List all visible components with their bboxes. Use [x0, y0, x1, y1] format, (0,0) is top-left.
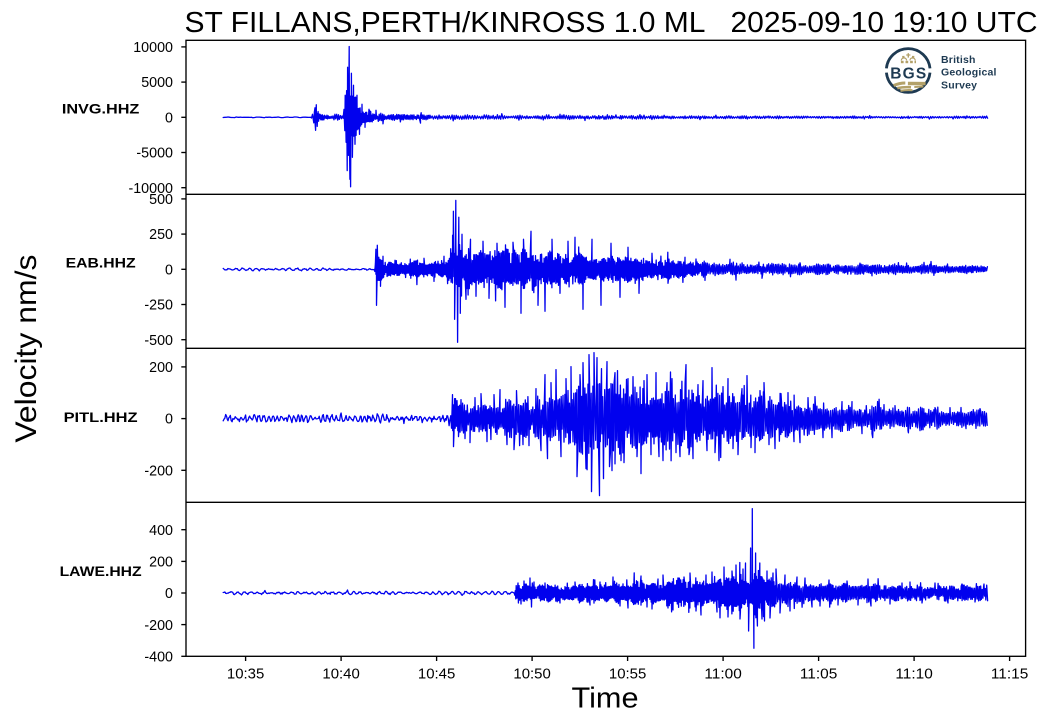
svg-text:Velocity nm/s: Velocity nm/s — [10, 255, 43, 443]
svg-text:11:05: 11:05 — [800, 666, 837, 682]
svg-text:0: 0 — [165, 262, 173, 278]
svg-text:0: 0 — [165, 110, 173, 126]
svg-text:PITL.HHZ: PITL.HHZ — [64, 410, 138, 425]
svg-text:Time: Time — [572, 683, 639, 715]
svg-text:500: 500 — [149, 192, 173, 208]
svg-text:10000: 10000 — [133, 40, 173, 56]
svg-text:BGS: BGS — [890, 65, 926, 82]
svg-text:5000: 5000 — [141, 75, 173, 91]
svg-text:-200: -200 — [144, 463, 173, 479]
svg-text:-250: -250 — [144, 298, 173, 314]
svg-text:11:00: 11:00 — [704, 666, 741, 682]
svg-text:0: 0 — [165, 586, 173, 602]
svg-text:British: British — [941, 54, 976, 66]
svg-text:-10000: -10000 — [128, 181, 173, 197]
svg-text:-200: -200 — [144, 618, 173, 634]
svg-text:10:35: 10:35 — [227, 666, 264, 682]
svg-text:200: 200 — [149, 555, 173, 571]
svg-text:EAB.HHZ: EAB.HHZ — [66, 255, 136, 270]
svg-text:10:45: 10:45 — [418, 666, 455, 682]
svg-text:-500: -500 — [144, 333, 173, 349]
svg-text:11:10: 11:10 — [895, 666, 932, 682]
svg-text:Geological: Geological — [941, 67, 997, 79]
svg-text:10:40: 10:40 — [322, 666, 359, 682]
svg-text:10:55: 10:55 — [609, 666, 646, 682]
svg-text:ST FILLANS,PERTH/KINROSS 1.0 M: ST FILLANS,PERTH/KINROSS 1.0 ML 2025-09-… — [185, 7, 1038, 39]
svg-text:INVG.HHZ: INVG.HHZ — [62, 102, 140, 117]
svg-text:10:50: 10:50 — [513, 666, 550, 682]
svg-text:LAWE.HHZ: LAWE.HHZ — [60, 564, 142, 579]
svg-text:-5000: -5000 — [136, 146, 173, 162]
svg-text:11:15: 11:15 — [991, 666, 1028, 682]
svg-text:Survey: Survey — [941, 80, 977, 92]
svg-text:-400: -400 — [144, 649, 173, 665]
svg-text:0: 0 — [165, 412, 173, 428]
svg-text:200: 200 — [149, 360, 173, 376]
svg-text:400: 400 — [149, 523, 173, 539]
svg-text:250: 250 — [149, 227, 173, 243]
